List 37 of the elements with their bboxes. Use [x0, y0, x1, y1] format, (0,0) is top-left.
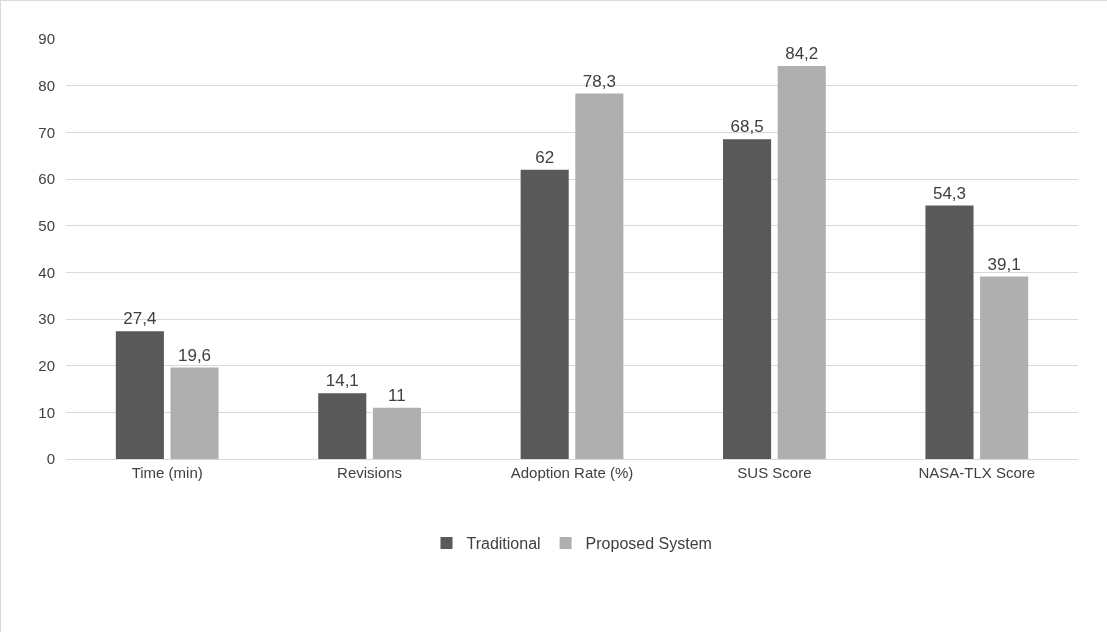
data-label: 54,3: [932, 183, 967, 203]
y-tick-label: 20: [38, 356, 55, 374]
bar: [575, 93, 624, 459]
bar: [520, 169, 569, 459]
data-label: 78,3: [582, 71, 616, 91]
legend-label: Proposed System: [585, 535, 712, 553]
data-label: 11: [388, 385, 406, 405]
legend-label: Traditional: [466, 535, 541, 553]
bar: [777, 66, 826, 459]
y-tick-label: 10: [38, 403, 55, 421]
bar: [980, 276, 1029, 459]
x-tick-label: Adoption Rate (%): [510, 464, 634, 481]
data-label: 39,1: [987, 254, 1021, 274]
y-tick-label: 0: [46, 450, 55, 468]
bar: [115, 331, 164, 459]
data-label: 27,4: [123, 309, 157, 329]
data-label: 84,2: [785, 44, 819, 64]
y-tick-label: 40: [38, 263, 55, 281]
y-tick-label: 70: [38, 123, 55, 141]
data-label: 14,1: [325, 371, 359, 391]
y-tick-label: 80: [38, 76, 55, 94]
x-tick-label: SUS Score: [737, 464, 812, 481]
y-tick-label: 90: [38, 30, 55, 48]
x-tick-label: Revisions: [337, 464, 403, 481]
data-label: 68,5: [730, 117, 764, 137]
data-label: 19,6: [177, 345, 212, 365]
y-tick-label: 50: [38, 216, 55, 234]
x-tick-label: Time (min): [131, 464, 203, 481]
y-tick-label: 30: [38, 310, 55, 328]
data-label: 62: [535, 147, 555, 167]
bar: [372, 407, 421, 459]
bar: [170, 367, 219, 459]
bar: [723, 139, 772, 459]
x-tick-label: NASA-TLX Score: [918, 464, 1036, 481]
bar: [925, 205, 974, 459]
bar: [318, 393, 367, 459]
y-tick-label: 60: [38, 170, 55, 188]
